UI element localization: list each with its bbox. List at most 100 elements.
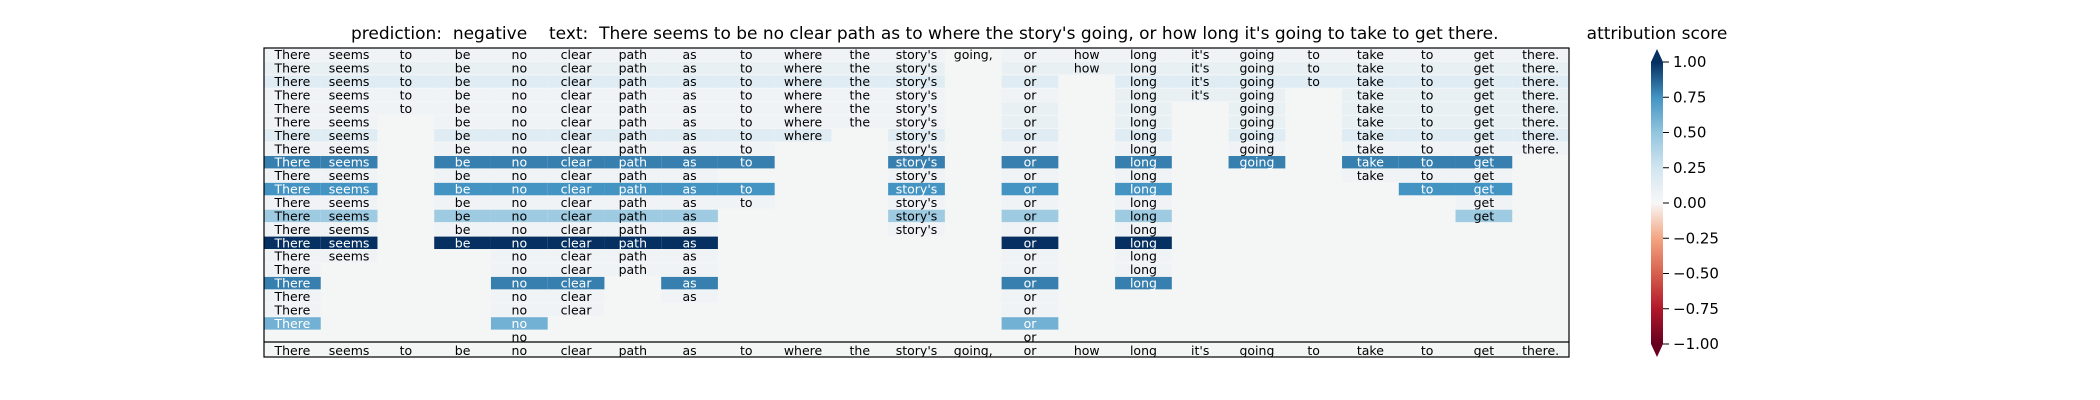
- token-label: or: [1024, 74, 1038, 89]
- heatmap-cell: [831, 115, 889, 129]
- heatmap-cell: [490, 169, 548, 182]
- reference-token-label: long: [1130, 343, 1157, 358]
- token-label: be: [455, 155, 471, 170]
- heatmap-cell: [1115, 142, 1172, 155]
- reference-token-label: get: [1474, 343, 1495, 358]
- token-label: There: [273, 141, 310, 156]
- heatmap-cell: [377, 88, 435, 102]
- reference-token-label: to: [400, 343, 413, 358]
- token-label: as: [682, 289, 696, 304]
- heatmap-cell: [490, 223, 548, 236]
- colorbar-tick-label: 0.25: [1673, 159, 1706, 177]
- heatmap-cell: [1455, 61, 1513, 75]
- heatmap-cell: [264, 263, 321, 276]
- heatmap-cell: [1342, 129, 1399, 142]
- token-label: path: [619, 128, 647, 143]
- heatmap-cell: [888, 155, 945, 169]
- heatmap-cell: [434, 129, 491, 142]
- reference-token-label: seems: [329, 343, 370, 358]
- heatmap-cell: [717, 88, 775, 102]
- heatmap-cell: [1285, 75, 1343, 88]
- token-label: or: [1024, 208, 1038, 223]
- token-label: to: [1307, 61, 1320, 76]
- heatmap-cell: [1342, 88, 1399, 102]
- heatmap-cell: [320, 155, 378, 169]
- token-label: no: [512, 289, 528, 304]
- heatmap-cell: [1001, 250, 1059, 263]
- token-label: to: [740, 88, 753, 103]
- heatmap-cell: [661, 276, 718, 290]
- heatmap-cell: [717, 115, 775, 129]
- heatmap-cell: [661, 290, 718, 303]
- token-label: long: [1130, 88, 1157, 103]
- colorbar-min-extension: [1651, 344, 1663, 357]
- token-label: as: [682, 235, 696, 250]
- token-label: or: [1024, 329, 1038, 344]
- heatmap-cell: [1455, 209, 1513, 223]
- token-label: seems: [329, 88, 370, 103]
- colorbar-tick-label: 0.00: [1673, 194, 1706, 212]
- heatmap-cell: [264, 276, 321, 290]
- heatmap-cell: [1001, 209, 1059, 223]
- heatmap-cell: [1001, 48, 1059, 61]
- heatmap-cell: [831, 102, 889, 115]
- token-label: to: [740, 182, 753, 197]
- heatmap-cell: [1001, 155, 1059, 169]
- heatmap-cell: [717, 102, 775, 115]
- token-label: be: [455, 47, 471, 62]
- heatmap-cell: [264, 155, 321, 169]
- heatmap-cell: [264, 61, 321, 75]
- heatmap-cell: [547, 276, 605, 290]
- token-label: path: [619, 141, 647, 156]
- token-label: seems: [329, 74, 370, 89]
- heatmap-cell: [434, 196, 491, 209]
- token-label: as: [682, 128, 696, 143]
- token-label: There: [273, 168, 310, 183]
- token-label: clear: [561, 182, 593, 197]
- heatmap-cell: [1001, 303, 1059, 317]
- token-label: the: [850, 74, 871, 89]
- heatmap-cell: [264, 250, 321, 263]
- heatmap-cell: [717, 182, 775, 196]
- token-label: get: [1474, 195, 1495, 210]
- token-label: path: [619, 222, 647, 237]
- token-label: going: [1239, 101, 1274, 116]
- token-label: going,: [954, 47, 993, 62]
- heatmap-cell: [1001, 102, 1059, 115]
- token-label: it's: [1191, 47, 1209, 62]
- token-label: as: [682, 101, 696, 116]
- token-label: going: [1239, 141, 1274, 156]
- reference-token-label: as: [682, 343, 696, 358]
- heatmap-cell: [434, 169, 491, 182]
- token-label: to: [1421, 47, 1434, 62]
- token-label: long: [1130, 195, 1157, 210]
- heatmap-cell: [1058, 48, 1116, 61]
- token-label: seems: [329, 168, 370, 183]
- token-label: there.: [1522, 101, 1559, 116]
- token-label: clear: [561, 302, 593, 317]
- heatmap-cell: [1398, 129, 1456, 142]
- heatmap-cell: [774, 102, 832, 115]
- heatmap-cell: [604, 129, 662, 142]
- token-label: as: [682, 195, 696, 210]
- heatmap-cell: [547, 209, 605, 223]
- heatmap-cell: [490, 102, 548, 115]
- heatmap-cell: [717, 142, 775, 155]
- heatmap-cell: [1285, 61, 1343, 75]
- token-label: or: [1024, 222, 1038, 237]
- heatmap-cell: [1398, 48, 1456, 61]
- token-label: seems: [329, 101, 370, 116]
- heatmap-cell: [320, 209, 378, 223]
- heatmap-cell: [661, 75, 718, 88]
- heatmap-cell: [661, 48, 718, 61]
- token-label: the: [850, 101, 871, 116]
- heatmap-cell: [490, 303, 548, 317]
- heatmap-cell: [547, 61, 605, 75]
- heatmap-cell: [1171, 88, 1229, 102]
- heatmap-cell: [604, 169, 662, 182]
- token-label: to: [740, 114, 753, 129]
- heatmap-cell: [434, 48, 491, 61]
- token-label: no: [512, 195, 528, 210]
- token-label: be: [455, 128, 471, 143]
